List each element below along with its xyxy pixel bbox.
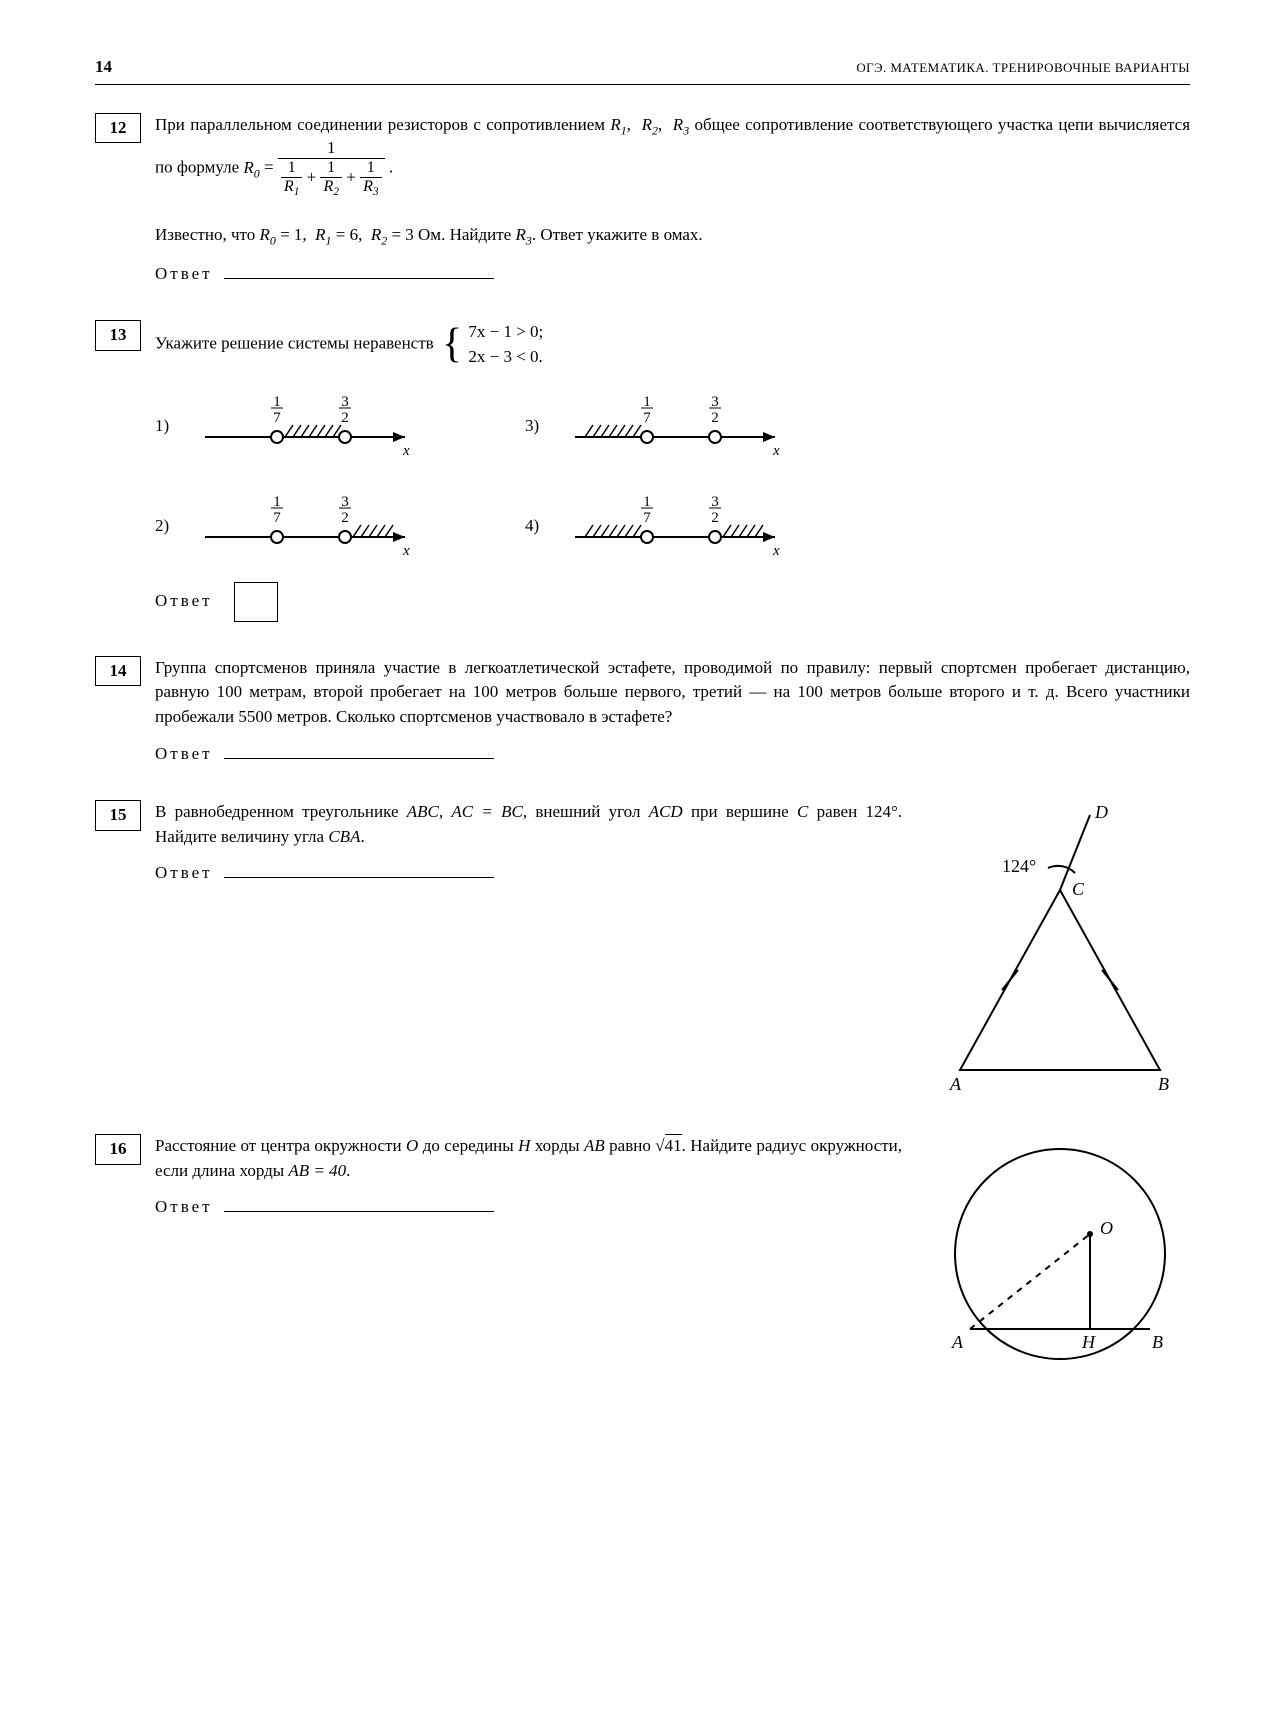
option-3: 3) 1 7 3 2 (525, 392, 845, 462)
problem-14: 14 Группа спортсменов приняла участие в … (95, 656, 1190, 767)
text: Ом. Найдите (418, 225, 515, 244)
answer-label: Ответ (155, 264, 213, 283)
svg-text:2: 2 (711, 510, 719, 526)
text: При параллельном соединении резисторов с… (155, 115, 610, 134)
var: C (797, 802, 808, 821)
var: ABC (407, 802, 439, 821)
text: Укажите решение системы неравенств (155, 334, 438, 353)
svg-text:B: B (1158, 1074, 1169, 1094)
problem-12: 12 При параллельном соединении резисторо… (95, 113, 1190, 287)
numberline-2: 1 7 3 2 (185, 492, 425, 562)
svg-text:2: 2 (341, 510, 349, 526)
var-R3b: R3 (515, 225, 531, 244)
numberline-3: 1 7 3 2 (555, 392, 795, 462)
svg-text:D: D (1094, 802, 1108, 822)
circle-figure: O A B H (930, 1134, 1190, 1384)
svg-text:O: O (1100, 1218, 1113, 1238)
eq: R0 (259, 225, 275, 244)
numberline-4: 1 7 3 2 (555, 492, 795, 562)
var: AB (584, 1136, 605, 1155)
svg-text:B: B (1152, 1332, 1163, 1352)
text: . Ответ укажите в омах. (532, 225, 703, 244)
answer-label: Ответ (155, 1197, 213, 1216)
text: , (439, 802, 452, 821)
var: ACD (649, 802, 683, 821)
answer-blank[interactable] (224, 1211, 494, 1212)
svg-text:7: 7 (273, 410, 281, 426)
sqrt: √41 (655, 1134, 681, 1155)
svg-text:x: x (402, 543, 410, 559)
problem-number: 15 (95, 800, 141, 831)
var-R2: R2 (642, 115, 658, 134)
svg-text:7: 7 (643, 510, 651, 526)
text: Известно, что (155, 225, 259, 244)
svg-text:C: C (1072, 879, 1085, 899)
text: В равнобедренном треугольнике (155, 802, 407, 821)
option-2: 2) 1 7 3 2 (155, 492, 475, 562)
text: при вершине (683, 802, 797, 821)
svg-text:A: A (949, 1074, 962, 1094)
var: O (406, 1136, 418, 1155)
triangle-figure: A B C D 124° (930, 800, 1190, 1100)
svg-text:7: 7 (643, 410, 651, 426)
brace: { (442, 328, 462, 362)
text: до середины (418, 1136, 518, 1155)
eq: AB = 40 (288, 1161, 346, 1180)
svg-text:2: 2 (711, 410, 719, 426)
text: , внешний угол (523, 802, 649, 821)
var: CBA (328, 827, 360, 846)
answer-label: Ответ (155, 591, 213, 610)
answer-blank[interactable] (224, 758, 494, 759)
problem-number: 12 (95, 113, 141, 144)
problem-number: 14 (95, 656, 141, 687)
answer-blank[interactable] (224, 877, 494, 878)
system: 7x − 1 > 0; 2x − 3 < 0. (468, 320, 543, 369)
svg-text:124°: 124° (1002, 856, 1036, 876)
eq: AC = BC (451, 802, 522, 821)
var-R3: R3 (673, 115, 689, 134)
answer-label: Ответ (155, 863, 213, 882)
page-number: 14 (95, 55, 112, 80)
eq: R2 (371, 225, 387, 244)
svg-text:x: x (772, 543, 780, 559)
svg-text:x: x (772, 443, 780, 459)
text: равно (605, 1136, 656, 1155)
eq: R1 (315, 225, 331, 244)
problem-number: 16 (95, 1134, 141, 1165)
answer-box[interactable] (234, 582, 278, 622)
answer-label: Ответ (155, 744, 213, 763)
option-1: 1) 1 7 3 2 (155, 392, 475, 462)
answer-blank[interactable] (224, 278, 494, 279)
numberline-1: 1 7 3 2 (185, 392, 425, 462)
header-title: ОГЭ. МАТЕМАТИКА. ТРЕНИРОВОЧНЫЕ ВАРИАНТЫ (856, 59, 1190, 78)
problem-15: 15 В равнобедренном треугольнике ABC, AC… (95, 800, 1190, 1100)
text: . (346, 1161, 350, 1180)
problem-number: 13 (95, 320, 141, 351)
problem-13: 13 Укажите решение системы неравенств { … (95, 320, 1190, 621)
text: хорды (530, 1136, 584, 1155)
text: Расстояние от центра окружности (155, 1136, 406, 1155)
formula-R0: R0 = 1 1R1 + 1R2 + 1R3 (243, 139, 384, 198)
text: Группа спортсменов приняла участие в лег… (155, 658, 1190, 726)
option-4: 4) 1 7 3 2 (525, 492, 845, 562)
var: H (518, 1136, 530, 1155)
svg-text:A: A (951, 1332, 964, 1352)
problem-16: 16 Расстояние от центра окружности O до … (95, 1134, 1190, 1384)
svg-text:2: 2 (341, 410, 349, 426)
var-R1: R1 (610, 115, 626, 134)
svg-text:7: 7 (273, 510, 281, 526)
svg-text:x: x (402, 443, 410, 459)
svg-text:H: H (1081, 1332, 1096, 1352)
text: . (360, 827, 364, 846)
